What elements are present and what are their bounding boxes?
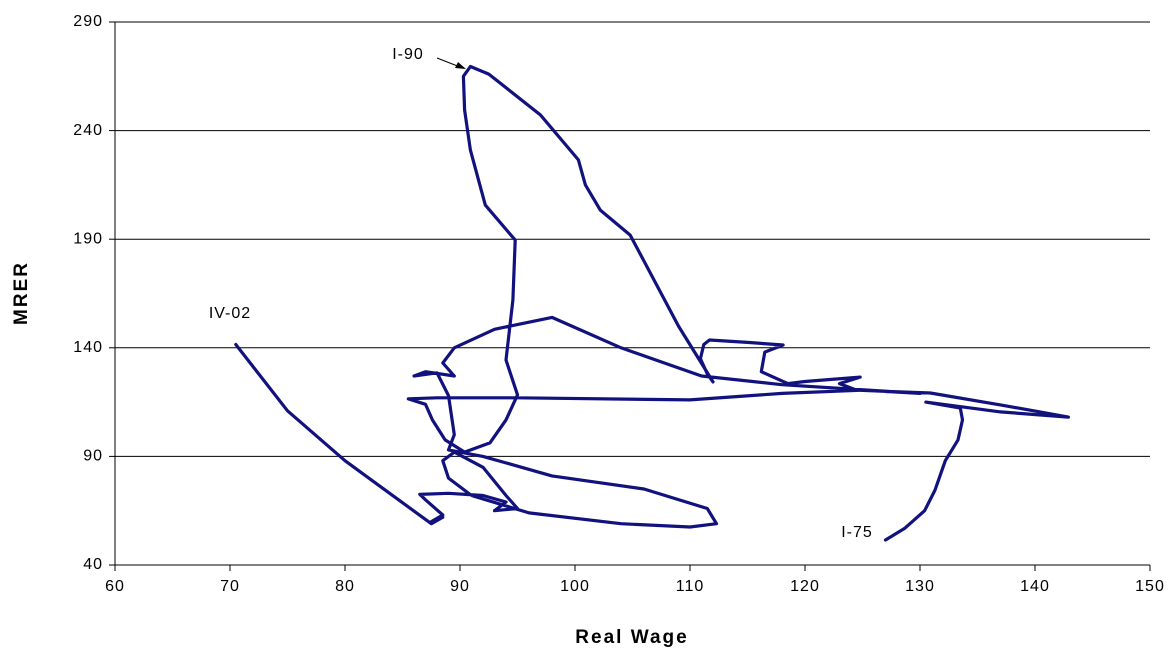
y-tick-label: 90 [83,448,103,465]
x-tick-label: 140 [1020,578,1050,595]
annotation: I-75 [841,524,873,541]
annotation: I-90 [392,46,424,63]
data-line [234,64,1071,542]
y-tick-label: 240 [73,122,103,139]
annotation-arrowhead [455,62,466,69]
x-tick-label: 100 [560,578,590,595]
annotation-arrow [436,57,461,68]
x-tick-label: 70 [220,578,240,595]
y-tick-label: 40 [83,556,103,573]
y-tick-label: 290 [73,13,103,30]
y-tick-label: 190 [73,230,103,247]
annotation: IV-02 [209,305,251,322]
x-tick-label: 110 [676,578,705,595]
x-tick-label: 130 [905,578,935,595]
x-tick-label: 80 [335,578,355,595]
x-axis-title: Real Wage [575,627,688,648]
y-tick-label: 140 [73,339,103,356]
x-tick-label: 60 [105,578,125,595]
x-tick-label: 150 [1135,578,1165,595]
x-tick-label: 90 [450,578,470,595]
y-axis-title: MRER [11,261,32,325]
x-tick-label: 120 [790,578,820,595]
